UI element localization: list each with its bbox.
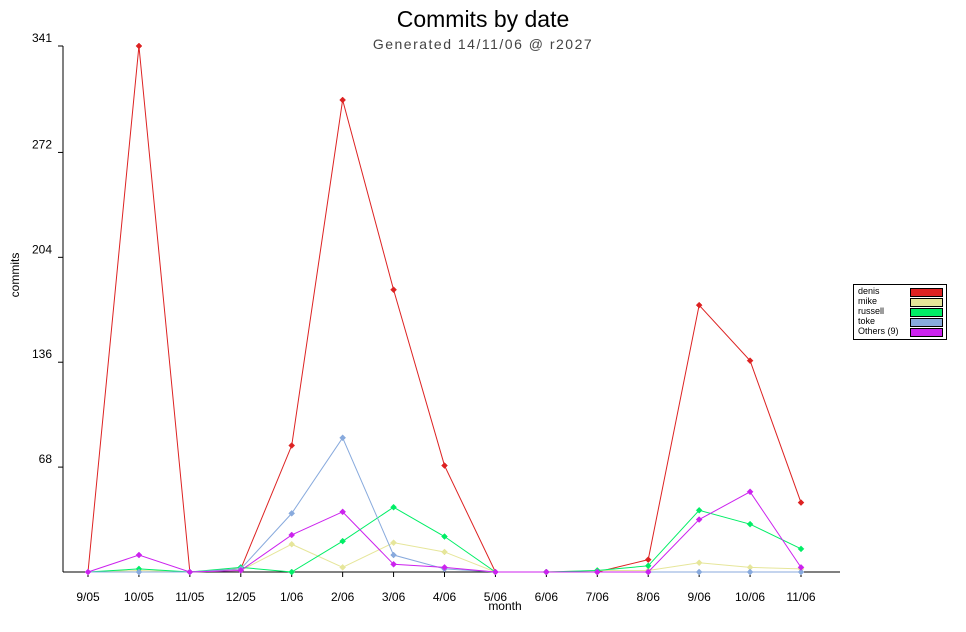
x-tick-label: 11/06	[786, 590, 815, 604]
series-denis	[84, 42, 805, 576]
data-point	[390, 503, 397, 511]
data-point	[135, 42, 143, 50]
data-point	[746, 520, 754, 528]
x-tick-label: 7/06	[586, 590, 610, 604]
data-point	[339, 96, 346, 104]
x-tick-label: 2/06	[331, 590, 355, 604]
data-point	[288, 540, 296, 548]
y-tick-label: 68	[39, 452, 53, 466]
data-point	[288, 510, 296, 517]
legend-label: denis	[858, 286, 880, 296]
data-point	[390, 560, 397, 568]
x-tick-label: 9/06	[687, 590, 711, 604]
legend-swatch	[910, 308, 943, 317]
legend-swatch	[910, 288, 943, 297]
legend-entry-denis: denis	[854, 286, 946, 297]
y-tick-label: 204	[32, 242, 52, 256]
legend-entry-others-9: Others (9)	[854, 326, 946, 337]
legend-swatch	[910, 298, 943, 307]
data-point	[339, 434, 346, 442]
data-point	[390, 551, 397, 559]
x-tick-label: 12/05	[226, 590, 256, 604]
data-point	[695, 559, 703, 567]
data-point	[441, 548, 448, 556]
data-point	[339, 564, 346, 571]
x-tick-label: 5/06	[484, 590, 508, 604]
data-point	[797, 545, 805, 553]
data-point	[441, 462, 448, 469]
series-others-9	[84, 488, 805, 576]
data-point	[797, 568, 805, 576]
data-point	[339, 508, 346, 516]
y-axis-label: commits	[8, 253, 22, 298]
data-point	[593, 568, 601, 576]
data-point	[186, 568, 194, 576]
data-point	[390, 539, 397, 547]
x-tick-label: 8/06	[637, 590, 661, 604]
x-tick-label: 9/05	[76, 590, 100, 604]
legend-swatch	[910, 318, 943, 327]
series-line-denis	[87, 45, 802, 573]
y-ticks: 68 136 204 272 341	[32, 31, 63, 468]
data-point	[695, 301, 703, 309]
series-line-others-9	[87, 491, 802, 573]
data-point	[797, 499, 805, 506]
data-point	[84, 568, 92, 576]
data-point	[390, 286, 397, 294]
y-tick-label: 272	[32, 137, 52, 151]
legend: denis mike russell toke Others (9)	[853, 284, 947, 340]
data-point	[135, 551, 143, 559]
data-point	[746, 357, 754, 365]
legend-label: mike	[858, 296, 878, 306]
data-point	[543, 568, 550, 576]
data-point	[746, 568, 754, 576]
legend-entry-toke: toke	[854, 316, 946, 327]
data-point	[237, 567, 245, 574]
legend-label: Others (9)	[858, 326, 899, 336]
x-tick-label: 1/06	[280, 590, 304, 604]
x-tick-label: 3/06	[382, 590, 406, 604]
data-point	[441, 564, 448, 571]
legend-label: russell	[858, 306, 885, 316]
y-tick-label: 341	[32, 31, 52, 45]
series-group	[84, 42, 805, 576]
x-tick-label: 10/06	[735, 590, 765, 604]
data-point	[695, 506, 703, 514]
y-tick-label: 136	[32, 347, 52, 361]
axes	[62, 46, 840, 573]
data-point	[339, 537, 346, 545]
data-point	[441, 533, 448, 540]
x-axis-label: month	[488, 599, 521, 613]
chart-subtitle: Generated 14/11/06 @ r2027	[372, 36, 594, 52]
data-point	[135, 568, 143, 576]
x-tick-label: 4/06	[433, 590, 457, 604]
data-point	[288, 531, 296, 539]
x-tick-label: 6/06	[535, 590, 559, 604]
legend-entry-mike: mike	[854, 296, 946, 307]
data-point	[288, 442, 296, 449]
legend-swatch	[910, 328, 943, 337]
data-point	[695, 516, 703, 523]
data-point	[695, 568, 703, 576]
data-point	[288, 568, 296, 576]
legend-entry-russell: russell	[854, 306, 946, 317]
x-tick-label: 10/05	[124, 590, 154, 604]
data-point	[644, 568, 652, 576]
data-point	[797, 564, 805, 571]
data-point	[644, 556, 652, 564]
chart-title: Commits by date	[396, 6, 570, 32]
x-tick-label: 11/05	[175, 590, 204, 604]
legend-label: toke	[858, 316, 876, 326]
x-ticks: 9/05 10/05 11/05 12/05 1/06 2/06 3/06 4/06 5/06 6…	[76, 572, 816, 604]
data-point	[492, 568, 499, 576]
data-point	[746, 488, 754, 496]
